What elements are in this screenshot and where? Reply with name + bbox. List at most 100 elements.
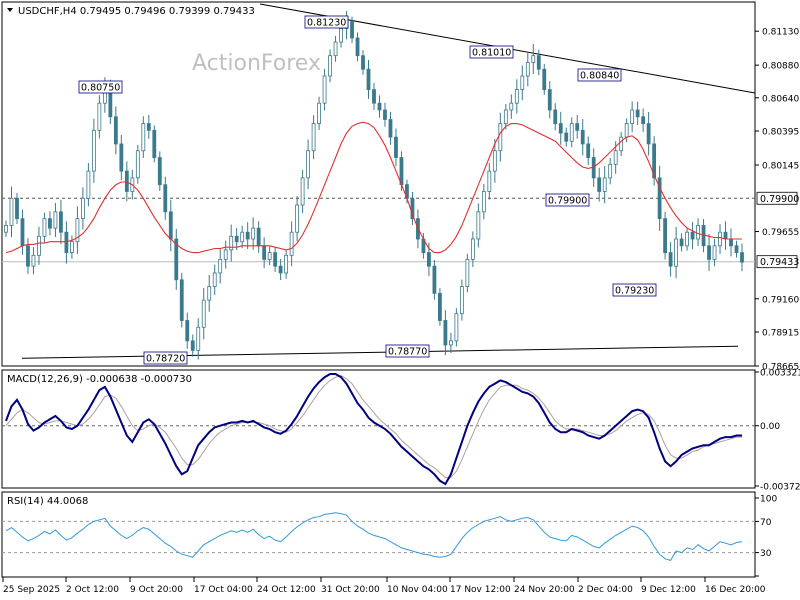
candle-body <box>64 231 69 253</box>
rsi-panel-frame <box>1 491 756 578</box>
macd-ytick-label: 0.003321 <box>760 369 800 379</box>
candle-body <box>454 313 459 342</box>
x-tick-label: 17 Oct 04:00 <box>194 585 253 595</box>
candle-body <box>196 326 201 351</box>
chart-title: USDCHF,H4 0.79495 0.79496 0.79399 0.7943… <box>18 6 255 17</box>
candle-body <box>207 286 212 301</box>
candle-body <box>240 231 245 243</box>
support-trendline <box>21 345 739 359</box>
macd-panel-frame <box>1 369 756 489</box>
candle-body <box>388 119 393 138</box>
candle-body <box>295 204 300 233</box>
candle-body <box>333 41 338 57</box>
price-annotation-box <box>304 15 349 29</box>
candle-body <box>289 231 294 256</box>
candle-body <box>580 129 585 145</box>
candle-body <box>377 102 382 111</box>
current-price-box <box>756 255 798 269</box>
price-annotation-box <box>143 351 188 365</box>
candle-body <box>608 163 613 179</box>
current-price-box <box>756 191 798 205</box>
candle-body <box>251 227 256 240</box>
price-annotation-label: 0.81230 <box>307 18 346 29</box>
moving-average-line <box>5 121 742 254</box>
candle-body <box>267 252 272 260</box>
candle-body <box>410 197 415 220</box>
candle-body <box>190 340 195 351</box>
candle-body <box>262 245 267 260</box>
candle-body <box>646 123 651 145</box>
candle-body <box>366 68 371 91</box>
candle-body <box>317 102 321 124</box>
rsi-title: RSI(14) 44.0068 <box>7 496 88 507</box>
candle-body <box>26 245 30 267</box>
candle-body <box>256 227 261 247</box>
candle-body <box>740 252 744 263</box>
candle-body <box>427 252 431 267</box>
price-annotation-box <box>78 80 123 94</box>
rsi-panel: 100 70 30 RSI(14) 44.0068 <box>1 491 777 578</box>
dropdown-triangle-icon[interactable] <box>7 8 13 12</box>
candle-body <box>432 265 437 294</box>
candle-body <box>685 231 689 247</box>
candle-body <box>492 150 497 172</box>
price-annotation-label: 0.79230 <box>615 286 654 297</box>
candle-body <box>723 231 728 240</box>
candle-body <box>531 55 536 63</box>
candle-body <box>157 157 162 186</box>
candle-body <box>443 320 448 346</box>
candle-body <box>53 211 58 229</box>
x-tick-label: 9 Oct 20:00 <box>130 585 183 595</box>
candle-body <box>218 258 223 274</box>
x-tick-label: 24 Nov 20:00 <box>514 585 575 595</box>
candle-body <box>245 231 250 240</box>
price-annotation-box <box>612 283 657 297</box>
rsi-ytick-label: 30 <box>760 549 772 559</box>
candle-body <box>80 197 85 220</box>
candle-body <box>536 55 541 70</box>
candle-body <box>630 109 635 124</box>
candle-body <box>59 211 63 233</box>
candle-body <box>86 170 91 199</box>
candle-body <box>674 238 678 267</box>
candle-body <box>503 109 508 124</box>
candle-body <box>322 75 327 104</box>
candle-body <box>306 150 310 179</box>
candle-body <box>641 116 646 124</box>
candle-body <box>141 123 146 152</box>
x-tick-label: 10 Nov 04:00 <box>387 585 448 595</box>
candle-body <box>300 177 305 206</box>
x-tick-label: 24 Oct 12:00 <box>257 585 316 595</box>
candle-body <box>476 211 481 240</box>
candle-body <box>284 254 289 274</box>
candle-body <box>668 252 673 267</box>
candle-body <box>229 235 234 251</box>
candle-body <box>542 68 547 91</box>
candle-body <box>97 102 102 131</box>
current-price-label: 0.79900 <box>760 194 799 205</box>
candle-body <box>4 225 8 233</box>
candle-body <box>564 132 569 142</box>
candle-body <box>547 89 552 111</box>
x-tick-label: 2 Oct 12:00 <box>66 585 119 595</box>
price-annotation-box <box>385 344 430 358</box>
price-annotation-box <box>577 68 622 82</box>
candle-body <box>498 123 503 152</box>
macd-main-line <box>5 373 742 486</box>
candle-body <box>174 238 179 281</box>
candle-body <box>652 143 657 179</box>
price-panel-frame <box>1 1 756 367</box>
candle-body <box>168 211 173 240</box>
candle-body <box>690 231 695 240</box>
candle-body <box>679 238 684 247</box>
candle-body <box>146 123 151 131</box>
candle-body <box>718 231 722 247</box>
candle-body <box>185 320 190 342</box>
candle-body <box>37 235 41 256</box>
candle-body <box>9 197 14 226</box>
price-ytick-label: 0.80640 <box>762 94 799 104</box>
candle-body <box>394 136 398 158</box>
price-annotation-label: 0.80840 <box>580 71 619 82</box>
candle-body <box>201 299 206 328</box>
